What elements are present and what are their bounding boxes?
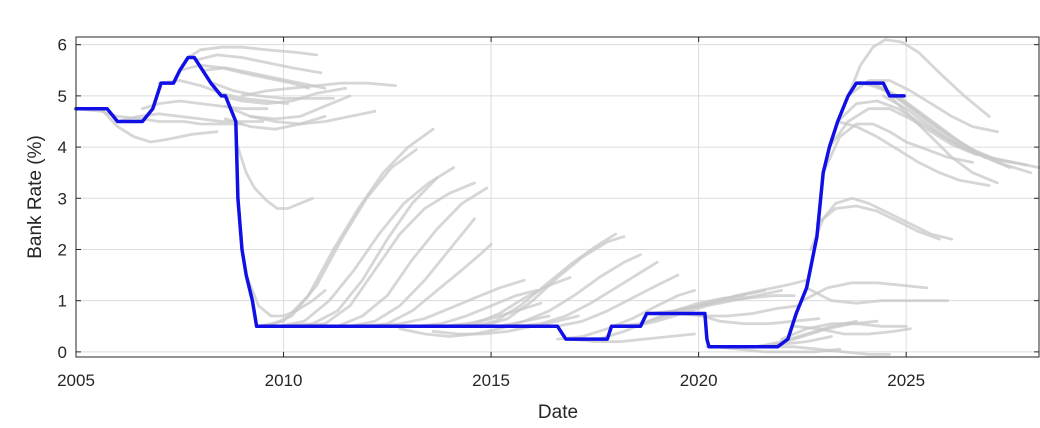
actual-series-line [74, 55, 906, 349]
projection-series-line [871, 81, 1033, 175]
projection-series-line [203, 66, 327, 90]
projection-series-line [846, 79, 999, 134]
projection-series-line [792, 324, 912, 336]
actual-bank-rate-line [74, 55, 906, 349]
projection-series-line [248, 109, 377, 126]
y-tick-label: 1 [58, 292, 67, 311]
x-tick-label: 2020 [680, 371, 718, 390]
projection-series-line [514, 260, 659, 328]
projection-series-line [219, 86, 348, 105]
plot-frame [75, 36, 1040, 358]
projection-series-line [194, 53, 323, 75]
projection-series-line [481, 235, 626, 328]
projection-series-line [431, 314, 580, 336]
projection-series-line [659, 278, 808, 315]
projection-series-line [448, 276, 572, 328]
projection-series-line [116, 112, 265, 123]
projection-series-line [186, 45, 319, 59]
projection-series-line [801, 281, 929, 303]
projection-series-line [881, 94, 1040, 170]
projection-series-line [497, 253, 642, 328]
y-tick-label: 3 [58, 189, 67, 208]
projection-series-line [223, 115, 327, 131]
projection-series-line [568, 332, 696, 344]
projection-series-line [767, 345, 891, 356]
y-axis-ticks: 0 1 2 3 4 5 6 [58, 36, 1039, 362]
projection-series-line [836, 120, 991, 187]
projection-series-line [277, 166, 456, 328]
projection-series-line [693, 312, 821, 326]
x-tick-label: 2015 [472, 371, 510, 390]
projection-series-line [713, 345, 842, 354]
y-tick-label: 0 [58, 343, 67, 362]
projection-series-line [140, 99, 269, 111]
y-tick-label: 6 [58, 36, 67, 55]
projection-series-line [846, 38, 991, 118]
x-axis-label: Date [538, 402, 578, 423]
y-tick-label: 5 [58, 87, 67, 106]
projection-series-line [298, 181, 476, 328]
projection-series-line [265, 148, 418, 328]
projection-series-line [236, 145, 315, 210]
projection-series-line [805, 286, 950, 305]
projection-series-line [211, 81, 335, 100]
projection-series-line [244, 273, 327, 318]
projection-series-line [630, 288, 783, 328]
projection-series-line [240, 81, 398, 98]
x-tick-label: 2025 [887, 371, 925, 390]
projection-series-line [821, 122, 974, 175]
x-axis-ticks: 2005 2010 2015 2020 2025 [57, 37, 925, 390]
y-axis-label: Bank Rate (%) [25, 135, 46, 259]
x-tick-label: 2005 [57, 371, 95, 390]
x-tick-label: 2010 [265, 371, 303, 390]
y-tick-label: 4 [58, 138, 67, 157]
projection-series-line [780, 322, 908, 341]
y-tick-label: 2 [58, 240, 67, 259]
projection-series-line [828, 107, 979, 157]
projection-series-line [556, 288, 696, 341]
projection-series-line [815, 204, 941, 241]
projection-series-line [99, 107, 219, 144]
projection-series-line [888, 94, 999, 185]
projection-series-line [223, 94, 352, 121]
